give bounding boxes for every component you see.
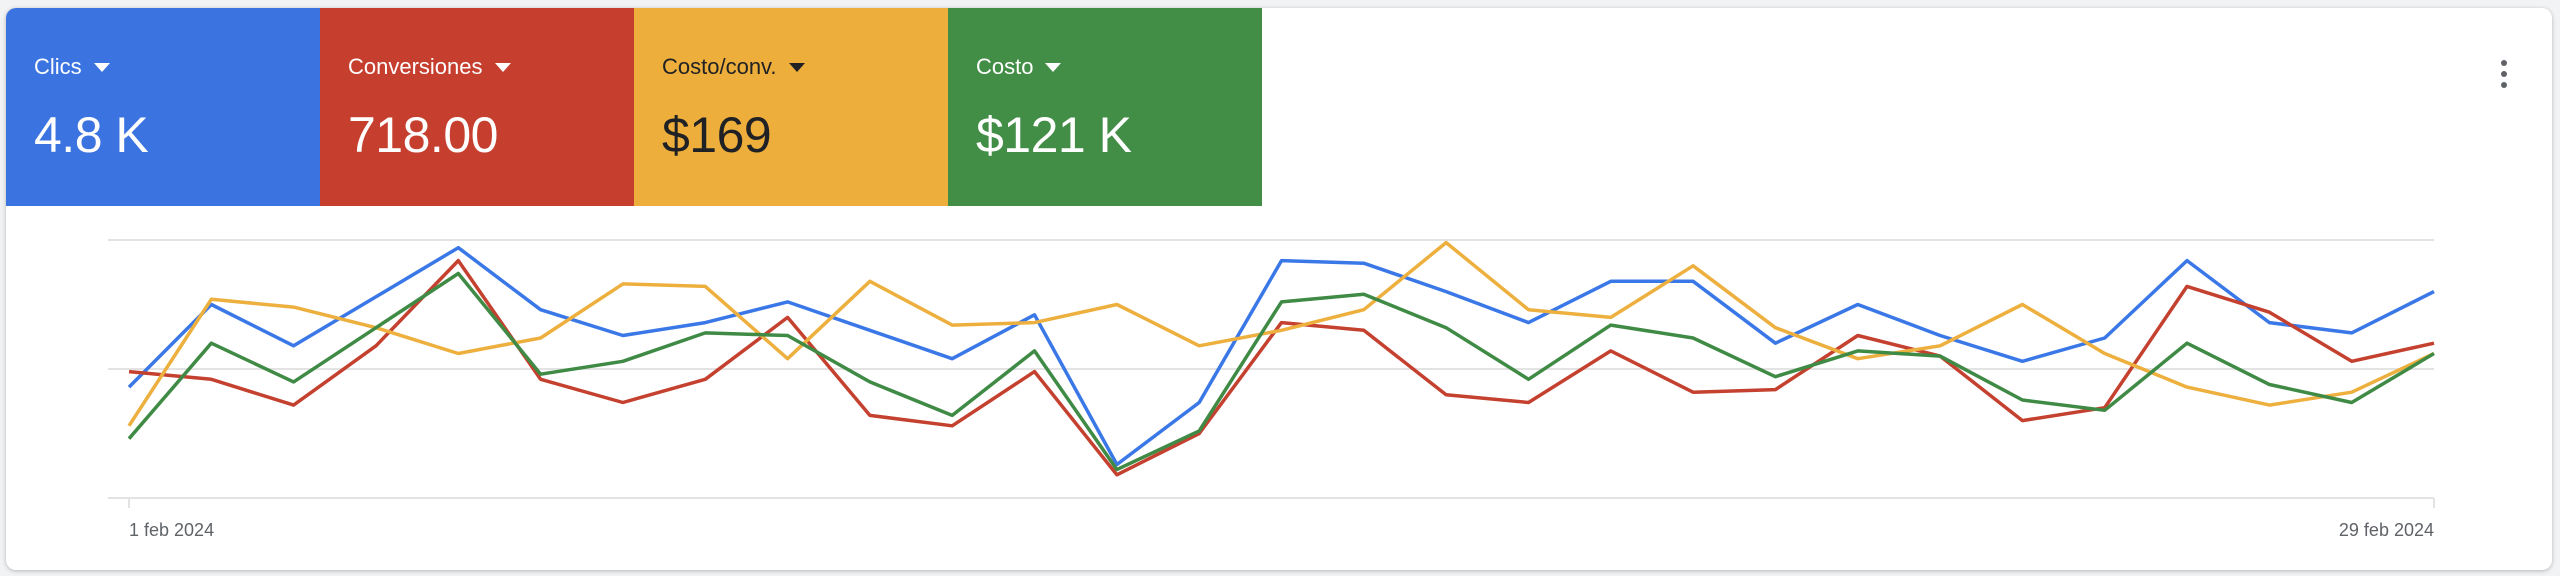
series-line-costo (127, 271, 2435, 472)
metric-tile-clics[interactable]: Clics 4.8 K (6, 8, 320, 206)
metric-value: $169 (662, 107, 772, 163)
more-vert-icon[interactable] (2492, 56, 2516, 92)
series-line-costo-conv- (127, 240, 2435, 427)
metric-value: 4.8 K (34, 107, 149, 163)
metric-label: Costo/conv. (662, 54, 777, 79)
metric-value: $121 K (976, 107, 1132, 163)
series-line-clics (127, 245, 2435, 467)
metric-tiles: Clics 4.8 K Conversiones 718.00 Costo/co… (6, 8, 1262, 206)
metric-tile-conversiones[interactable]: Conversiones 718.00 (320, 8, 634, 206)
metric-value: 718.00 (348, 107, 498, 163)
metric-tile-costo[interactable]: Costo $121 K (948, 8, 1262, 206)
metric-tile-costo-conv[interactable]: Costo/conv. $169 (634, 8, 948, 206)
x-tick-label-end: 29 feb 2024 (2339, 520, 2434, 540)
metric-label: Conversiones (348, 54, 483, 79)
caret-down-icon[interactable] (1045, 62, 1062, 72)
metric-label: Clics (34, 54, 82, 79)
metric-label: Costo (976, 54, 1034, 79)
caret-down-icon[interactable] (788, 62, 805, 72)
line-chart: 1 feb 2024 29 feb 2024 (108, 239, 2435, 540)
caret-down-icon[interactable] (93, 62, 110, 72)
caret-down-icon[interactable] (494, 62, 511, 72)
x-tick-label-start: 1 feb 2024 (129, 520, 214, 540)
performance-card: Clics 4.8 K Conversiones 718.00 Costo/co… (6, 8, 2552, 570)
